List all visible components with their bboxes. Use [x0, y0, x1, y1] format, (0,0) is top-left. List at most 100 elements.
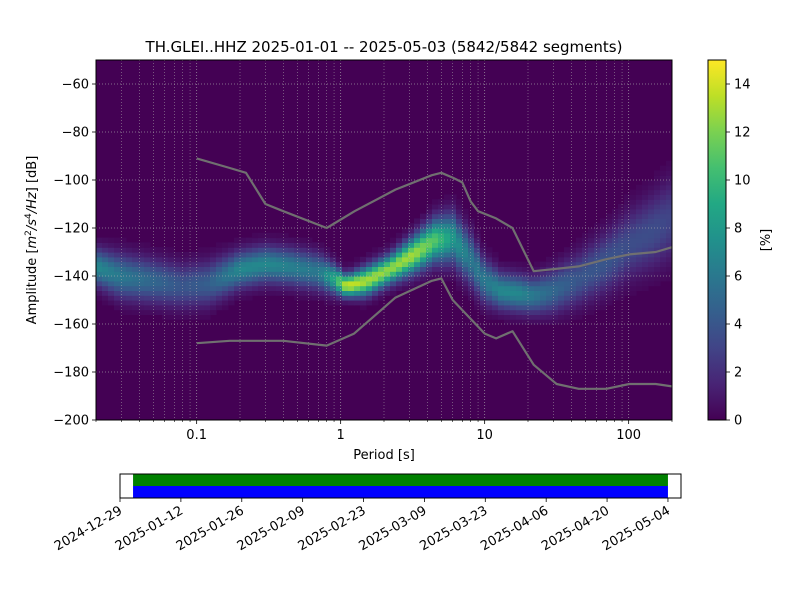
heatmap-cell — [558, 252, 565, 258]
heatmap-cell — [384, 261, 391, 267]
heatmap-cell — [570, 261, 577, 267]
heatmap-cell — [318, 242, 325, 248]
heatmap-cell — [276, 285, 283, 291]
heatmap-cell — [642, 184, 649, 191]
colorbar-tick-label: 2 — [734, 366, 742, 381]
heatmap-cell — [648, 242, 655, 248]
heatmap-cell — [246, 247, 253, 253]
heatmap-cell — [222, 247, 229, 253]
heatmap-cell — [618, 252, 625, 258]
heatmap-cell — [276, 237, 283, 243]
heatmap-cell — [360, 285, 367, 291]
heatmap-cell — [120, 242, 127, 248]
heatmap-cell — [384, 256, 391, 263]
heatmap-cell — [630, 280, 637, 287]
heatmap-cell — [510, 276, 517, 282]
heatmap-cell — [174, 271, 181, 277]
heatmap-cell — [252, 242, 259, 248]
heatmap-cell — [564, 309, 571, 315]
heatmap-cell — [330, 290, 337, 296]
heatmap-cell — [594, 237, 601, 243]
colorbar: 0 2 4 6 8 10 12 14 [%] — [707, 59, 774, 429]
heatmap-cell — [204, 309, 211, 315]
heatmap-cell — [588, 237, 595, 243]
heatmap-cell — [120, 300, 127, 306]
heatmap-cell — [414, 276, 421, 282]
heatmap-cell — [504, 266, 511, 272]
heatmap-cell — [162, 280, 169, 287]
heatmap-cell — [648, 189, 655, 195]
heatmap-cell — [300, 295, 307, 301]
chart-title: TH.GLEI..HHZ 2025-01-01 -- 2025-05-03 (5… — [145, 38, 623, 56]
heatmap-cell — [606, 252, 613, 258]
heatmap-cell — [654, 204, 661, 210]
heatmap-cell — [642, 242, 649, 248]
heatmap-cell — [402, 228, 409, 234]
heatmap-cell — [204, 304, 211, 311]
heatmap-cell — [258, 256, 265, 263]
heatmap-cell — [576, 314, 583, 320]
heatmap-cell — [660, 199, 667, 205]
heatmap-cell — [204, 256, 211, 263]
heatmap-cell — [408, 252, 415, 258]
heatmap-cell — [348, 295, 355, 301]
heatmap-cell — [156, 304, 163, 311]
heatmap-cell — [600, 266, 607, 272]
heatmap-cell — [300, 242, 307, 248]
heatmap-cell — [432, 276, 439, 282]
heatmap-cell — [246, 271, 253, 277]
heatmap-cell — [492, 271, 499, 277]
heatmap-cell — [426, 266, 433, 272]
heatmap-cell — [354, 261, 361, 267]
heatmap-cell — [204, 252, 211, 258]
heatmap-cell — [150, 266, 157, 272]
heatmap-cell — [438, 218, 445, 224]
heatmap-cell — [432, 256, 439, 263]
heatmap-cell — [390, 252, 397, 258]
heatmap-cell — [570, 256, 577, 263]
heatmap-cell — [168, 314, 175, 320]
heatmap-cell — [144, 252, 151, 258]
heatmap-cell — [498, 314, 505, 320]
heatmap-cell — [648, 194, 655, 200]
heatmap-cell — [618, 247, 625, 253]
heatmap-cell — [360, 300, 367, 306]
heatmap-cell — [198, 247, 205, 253]
heatmap-cell — [600, 252, 607, 258]
heatmap-cell — [432, 237, 439, 243]
heatmap-cell — [252, 266, 259, 272]
heatmap-cell — [450, 266, 457, 272]
heatmap-cell — [594, 300, 601, 306]
heatmap-cell — [654, 266, 661, 272]
heatmap-cell — [486, 285, 493, 291]
heatmap-cell — [474, 242, 481, 248]
heatmap-cell — [504, 285, 511, 291]
heatmap-cell — [618, 213, 625, 219]
y-axis-ticks: −60 −80 −100 −120 −140 −160 −180 −200 — [53, 78, 96, 429]
heatmap-cell — [438, 266, 445, 272]
heatmap-cell — [186, 295, 193, 301]
heatmap-cell — [312, 256, 319, 263]
heatmap-cell — [462, 218, 469, 224]
heatmap-cell — [510, 285, 517, 291]
heatmap-cell — [204, 295, 211, 301]
heatmap-cell — [576, 261, 583, 267]
heatmap-cell — [522, 285, 529, 291]
heatmap-cell — [258, 290, 265, 296]
heatmap-cell — [474, 295, 481, 301]
colorbar-tick-label: 12 — [734, 126, 751, 141]
heatmap-cell — [132, 290, 139, 296]
heatmap-cell — [234, 276, 241, 282]
heatmap-cell — [450, 252, 457, 258]
heatmap-cell — [216, 285, 223, 291]
heatmap-cell — [666, 232, 672, 239]
heatmap-cell — [342, 285, 349, 291]
heatmap-cell — [372, 290, 379, 296]
heatmap-cell — [114, 242, 121, 248]
heatmap-cell — [444, 252, 451, 258]
heatmap-cell — [126, 285, 133, 291]
heatmap-cell — [198, 261, 205, 267]
heatmap-cell — [108, 300, 115, 306]
heatmap-cell — [558, 319, 565, 325]
heatmap-cell — [312, 271, 319, 277]
